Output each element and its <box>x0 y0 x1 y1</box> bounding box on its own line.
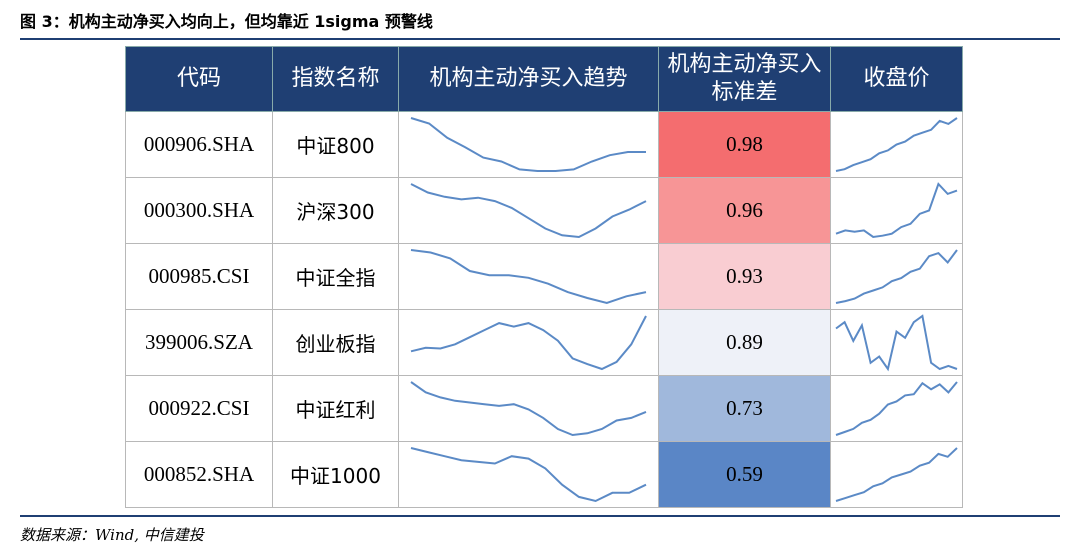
table-row: 000906.SHA 中证800 0.98 <box>125 111 963 178</box>
std-cell: 0.93 <box>658 243 831 310</box>
index-name: 中证800 <box>272 111 399 178</box>
index-name: 中证红利 <box>272 375 399 442</box>
index-name: 中证1000 <box>272 441 399 508</box>
table-row: 000985.CSI 中证全指 0.93 <box>125 243 963 310</box>
trend-cell <box>398 309 659 376</box>
column-header: 收盘价 <box>830 46 963 112</box>
index-code: 000300.SHA <box>125 177 273 244</box>
index-code: 399006.SZA <box>125 309 273 376</box>
sparkline-line <box>835 249 958 304</box>
bottom-rule <box>20 515 1060 517</box>
table-row: 000922.CSI 中证红利 0.73 <box>125 375 963 442</box>
std-cell: 0.98 <box>658 111 831 178</box>
index-name: 中证全指 <box>272 243 399 310</box>
column-header: 代码 <box>125 46 273 112</box>
std-cell: 0.89 <box>658 309 831 376</box>
index-code: 000985.CSI <box>125 243 273 310</box>
trend-cell <box>398 375 659 442</box>
price-cell <box>830 111 963 178</box>
sparkline <box>410 249 647 305</box>
source-note: 数据来源：Wind, 中信建投 <box>20 526 204 544</box>
std-cell: 0.59 <box>658 441 831 508</box>
column-header: 机构主动净买入趋势 <box>398 46 659 112</box>
index-code: 000906.SHA <box>125 111 273 178</box>
table-row: 000852.SHA 中证1000 0.59 <box>125 441 963 508</box>
sparkline <box>835 381 958 436</box>
top-rule <box>20 38 1060 40</box>
table-row: 000300.SHA 沪深300 0.96 <box>125 177 963 244</box>
column-header: 指数名称 <box>272 46 399 112</box>
sparkline-line <box>410 249 647 305</box>
sparkline-line <box>835 117 958 172</box>
trend-cell <box>398 243 659 310</box>
trend-cell <box>398 111 659 178</box>
sparkline-line <box>835 447 958 502</box>
index-code: 000852.SHA <box>125 441 273 508</box>
table: 代码 指数名称 机构主动净买入趋势 机构主动净买入标准差 收盘价 000906.SHA 中… <box>125 46 963 508</box>
index-name: 沪深300 <box>272 177 399 244</box>
sparkline-line <box>835 182 958 239</box>
sparkline <box>410 381 647 437</box>
sparkline <box>410 315 647 371</box>
sparkline <box>410 447 647 503</box>
price-cell <box>830 177 963 244</box>
trend-cell <box>398 177 659 244</box>
index-code: 000922.CSI <box>125 375 273 442</box>
sparkline-line <box>410 183 647 239</box>
sparkline-line <box>410 447 647 503</box>
sparkline-line <box>410 381 647 437</box>
std-cell: 0.73 <box>658 375 831 442</box>
table-body: 000906.SHA 中证800 0.98 000300.SHA 沪深300 0.96 00… <box>125 111 963 508</box>
figure-title: 图 3：机构主动净买入均向上，但均靠近 1sigma 预警线 <box>20 12 433 31</box>
trend-cell <box>398 441 659 508</box>
sparkline-line <box>410 117 646 172</box>
sparkline-line <box>835 381 958 436</box>
price-cell <box>830 243 963 310</box>
sparkline <box>410 183 647 239</box>
std-cell: 0.96 <box>658 177 831 244</box>
header-row: 代码 指数名称 机构主动净买入趋势 机构主动净买入标准差 收盘价 <box>125 46 963 112</box>
sparkline-line <box>835 314 958 372</box>
sparkline <box>835 447 958 502</box>
sparkline <box>835 249 958 304</box>
sparkline <box>835 314 958 372</box>
sparkline-line <box>410 315 647 371</box>
price-cell <box>830 375 963 442</box>
column-header: 机构主动净买入标准差 <box>658 46 831 112</box>
price-cell <box>830 441 963 508</box>
sparkline <box>410 117 646 172</box>
index-name: 创业板指 <box>272 309 399 376</box>
table-row: 399006.SZA 创业板指 0.89 <box>125 309 963 376</box>
sparkline <box>835 117 958 172</box>
sparkline <box>835 182 958 239</box>
price-cell <box>830 309 963 376</box>
